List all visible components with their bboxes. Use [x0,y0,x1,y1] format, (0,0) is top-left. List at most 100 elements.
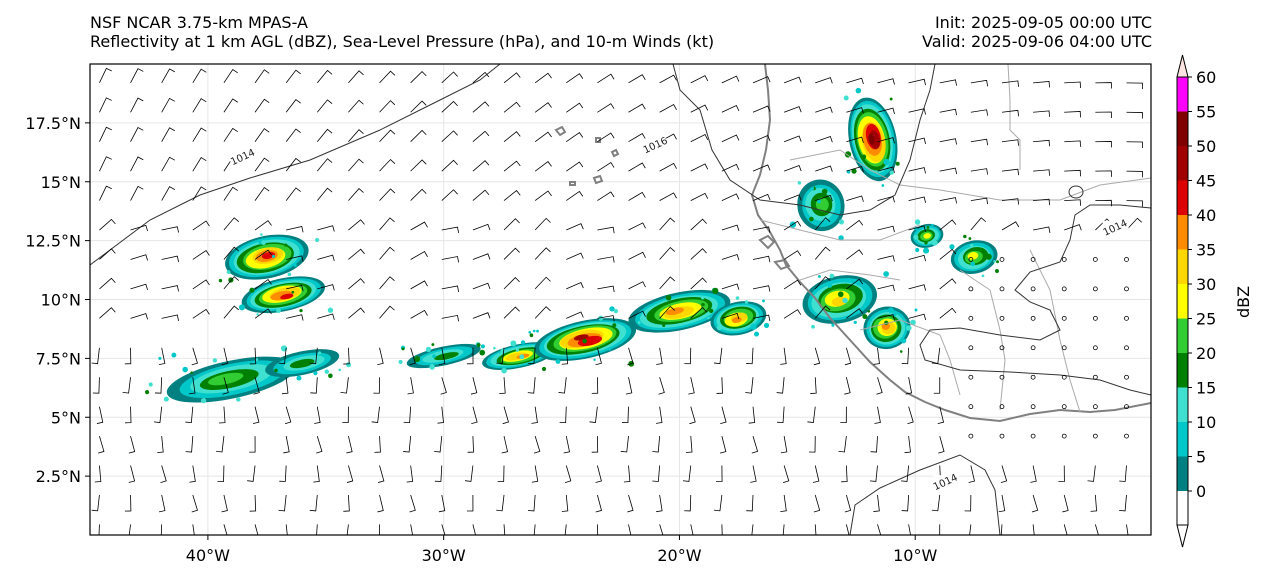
wind-barb [161,285,179,292]
wind-barb [814,305,831,319]
reflectivity-speck [701,302,705,307]
wind-calm [1061,345,1067,351]
wind-barb [877,225,895,233]
wind-barb [559,406,567,424]
wind-barb [527,494,536,512]
wind-barb [534,72,552,84]
reflectivity-speck [763,322,770,329]
wind-barb [748,406,756,424]
wind-barb [939,219,957,231]
reflectivity-cell [843,87,900,187]
reflectivity-speck [479,349,486,356]
wind-barb [628,191,646,201]
wind-barb [348,278,365,290]
wind-barb [877,195,895,203]
wind-barb [223,98,238,113]
wind-barb [1095,82,1112,89]
wind-barb [566,102,584,113]
reflectivity-contour [666,307,684,316]
wind-barb [285,128,301,142]
wind-barb [1033,110,1050,117]
wind-barb [343,347,350,365]
wind-barb [379,305,395,319]
isobar-label-bg [1102,220,1129,233]
wind-barb [316,99,333,113]
wind-barb [1126,141,1143,148]
colorbar-tick-label: 40 [1196,206,1216,225]
wind-barb [472,101,490,113]
wind-barb [1001,198,1019,205]
wind-calm [1061,315,1067,321]
reflectivity-speck [293,264,297,268]
reflectivity-speck [700,296,705,300]
wind-barb [192,308,210,319]
wind-barb [441,285,460,292]
wind-barb [597,226,615,234]
wind-barb [597,132,615,143]
wind-barb [348,70,364,84]
wind-barb [783,279,802,290]
reflectivity-speck [284,243,288,247]
reflectivity-speck [797,181,802,185]
wind-barb [1032,524,1035,535]
wind-calm [1061,374,1067,380]
wind-barb [628,132,646,143]
wind-calm [968,315,974,321]
wind-barb [777,406,785,424]
wind-barb [1119,494,1127,512]
wind-barb [192,98,207,113]
wind-barb [589,406,598,423]
wind-barb [684,494,692,512]
wind-barb [621,406,629,424]
wind-calm [1124,433,1129,439]
wind-barb [534,161,552,172]
wind-barb [939,197,957,204]
wind-barb [534,247,551,260]
wind-barb [99,218,116,231]
wind-barb [776,377,785,394]
wind-barb [317,284,335,291]
wind-barb [348,307,365,319]
reflectivity-speck [313,371,318,376]
wind-barb [99,185,112,201]
wind-barb [908,108,926,115]
colorbar-tick-label: 60 [1196,68,1216,87]
wind-barb [721,254,740,261]
wind-barb [783,220,802,231]
wind-barb [684,347,692,365]
reflectivity-speck [930,223,934,227]
reflectivity-speck [226,270,231,275]
wind-barb [316,187,333,201]
wind-barb [223,186,238,201]
wind-barb [254,308,272,319]
reflectivity-speck [883,158,890,166]
wind-barb [192,156,207,172]
wind-calm [1030,286,1036,292]
wind-barb [534,217,551,231]
wind-barb [721,283,740,290]
reflectivity-speck [923,247,930,254]
wind-barb [783,250,802,260]
wind-barb [746,494,754,512]
wind-barb [286,284,304,292]
wind-barb [192,524,195,535]
wind-barb [160,524,163,535]
wind-barb [597,315,615,322]
wind-barb [652,436,661,453]
reflectivity-speck [867,309,871,313]
lon-tick-label: 30°W [422,546,466,565]
wind-barb [815,194,833,202]
wind-barb [1064,169,1081,177]
wind-barb [502,406,509,425]
wind-barb [908,524,911,535]
wind-barb [566,132,584,143]
colorbar-tick-label: 20 [1196,344,1216,363]
wind-barb [597,73,615,84]
country-borders [759,64,1151,413]
wind-barb [783,309,802,319]
lat-tick-label: 5°N [51,408,81,427]
wind-barb [659,74,677,84]
wind-barb [970,109,989,116]
wind-barb [721,75,740,84]
wind-barb [907,406,914,425]
